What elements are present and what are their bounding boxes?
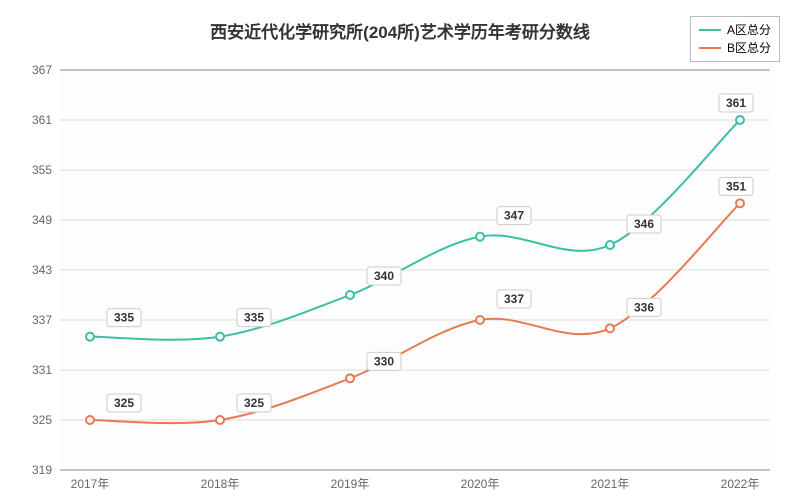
data-label: 325 (244, 396, 264, 410)
data-label: 351 (726, 179, 746, 193)
legend-swatch (699, 47, 721, 49)
data-label: 361 (726, 96, 746, 110)
data-marker (606, 241, 614, 249)
data-marker (86, 333, 94, 341)
y-axis-label: 349 (32, 213, 52, 227)
y-axis-label: 361 (32, 113, 52, 127)
data-marker (736, 116, 744, 124)
data-label: 325 (114, 396, 134, 410)
data-marker (216, 333, 224, 341)
x-axis-label: 2022年 (721, 477, 760, 491)
legend-label: A区总分 (727, 21, 771, 39)
x-axis-label: 2020年 (461, 477, 500, 491)
y-axis-label: 367 (32, 63, 52, 77)
y-axis-label: 325 (32, 413, 52, 427)
y-axis-label: 331 (32, 363, 52, 377)
data-label: 337 (504, 292, 524, 306)
x-axis-label: 2018年 (201, 477, 240, 491)
data-label: 335 (114, 311, 134, 325)
data-label: 346 (634, 217, 654, 231)
data-marker (86, 416, 94, 424)
chart-title: 西安近代化学研究所(204所)艺术学历年考研分数线 (0, 18, 800, 43)
x-axis-label: 2017年 (71, 477, 110, 491)
data-marker (216, 416, 224, 424)
data-marker (606, 324, 614, 332)
data-label: 336 (634, 300, 654, 314)
data-marker (476, 316, 484, 324)
legend-label: B区总分 (727, 39, 771, 57)
legend-swatch (699, 29, 721, 31)
y-axis-label: 337 (32, 313, 52, 327)
y-axis-label: 355 (32, 163, 52, 177)
data-label: 335 (244, 311, 264, 325)
data-label: 347 (504, 209, 524, 223)
data-marker (346, 291, 354, 299)
data-marker (476, 233, 484, 241)
data-marker (346, 374, 354, 382)
x-axis-label: 2021年 (591, 477, 630, 491)
legend-item: B区总分 (699, 39, 771, 57)
chart-svg: 319 325 331 337 343 349 355 361 367 2017年 2018年 201… (0, 0, 800, 500)
data-marker (736, 199, 744, 207)
legend: A区总分B区总分 (690, 16, 780, 62)
data-label: 340 (374, 269, 394, 283)
legend-item: A区总分 (699, 21, 771, 39)
y-axis-label: 343 (32, 263, 52, 277)
y-axis-label: 319 (32, 463, 52, 477)
data-label: 330 (374, 354, 394, 368)
x-axis-label: 2019年 (331, 477, 370, 491)
chart-container: 西安近代化学研究所(204所)艺术学历年考研分数线 A区总分B区总分 319 32… (0, 0, 800, 500)
